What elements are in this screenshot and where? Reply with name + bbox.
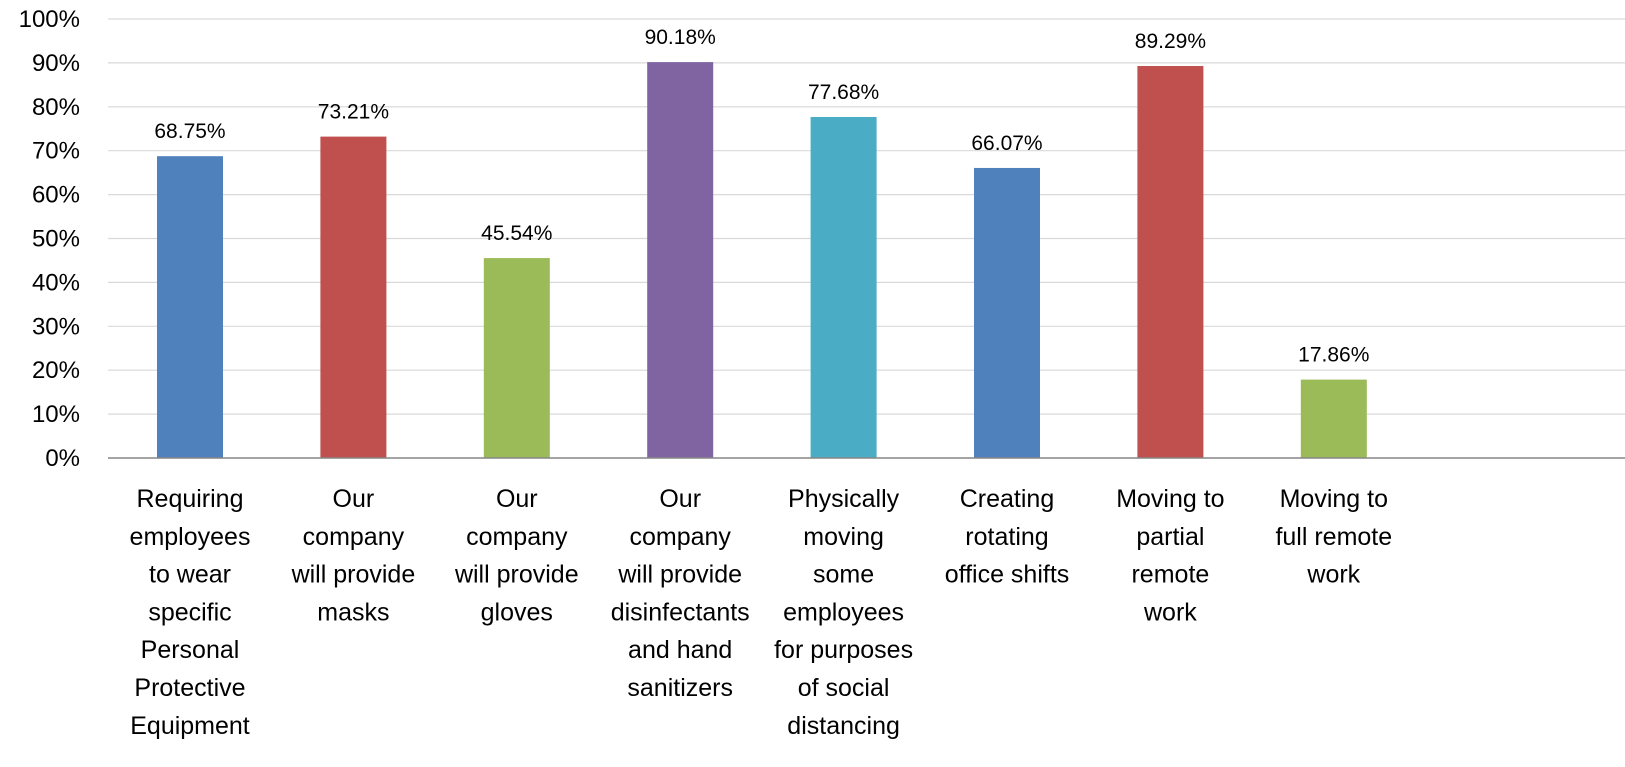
- y-tick-label: 0%: [45, 445, 80, 472]
- category-label: Physically moving some employees for purpose…: [774, 485, 913, 740]
- y-tick-label: 10%: [32, 401, 80, 428]
- bar: [810, 116, 877, 458]
- data-label: 66.07%: [971, 132, 1042, 155]
- category-label: Our company will provide gloves: [454, 485, 579, 626]
- category-label: Requiring employees to wear specific Persona…: [130, 485, 251, 740]
- data-label: 77.68%: [808, 81, 879, 104]
- bar: [647, 62, 714, 458]
- category-label: Our company will provide disinfectants and h…: [611, 485, 750, 702]
- category-label: Creating rotating office shifts: [945, 485, 1070, 589]
- bar: [1300, 379, 1367, 458]
- bar: [974, 167, 1040, 458]
- y-tick-label: 30%: [32, 313, 80, 340]
- y-tick-label: 100%: [19, 6, 80, 33]
- data-label: 90.18%: [645, 26, 716, 49]
- y-tick-label: 70%: [32, 138, 80, 165]
- bar: [320, 136, 387, 458]
- data-label: 17.86%: [1298, 344, 1369, 367]
- y-tick-label: 20%: [32, 357, 80, 384]
- category-label: Our company will provide masks: [291, 485, 416, 626]
- data-label: 89.29%: [1135, 30, 1206, 53]
- bar: [483, 258, 550, 458]
- data-label: 45.54%: [481, 222, 552, 245]
- y-axis-tick-labels: 0% 10% 20% 30% 40% 50% 60% 70% 80% 90% 100%: [19, 6, 80, 472]
- category-label: Moving to partial remote work: [1116, 485, 1224, 626]
- category-label: Moving to full remote work: [1275, 485, 1392, 589]
- data-label: 68.75%: [154, 120, 225, 143]
- bar: [1137, 66, 1204, 458]
- bars: [157, 62, 1367, 458]
- category-labels: Requiring employees to wear specific Persona…: [130, 485, 1393, 740]
- data-labels: 68.75% 73.21% 45.54% 90.18% 77.68% 66.07% 89.2…: [154, 26, 1369, 366]
- y-tick-label: 90%: [32, 50, 80, 77]
- y-tick-label: 40%: [32, 269, 80, 296]
- y-tick-label: 80%: [32, 94, 80, 121]
- bar: [157, 156, 223, 458]
- data-label: 73.21%: [318, 101, 389, 124]
- y-tick-label: 60%: [32, 182, 80, 209]
- y-tick-label: 50%: [32, 226, 80, 253]
